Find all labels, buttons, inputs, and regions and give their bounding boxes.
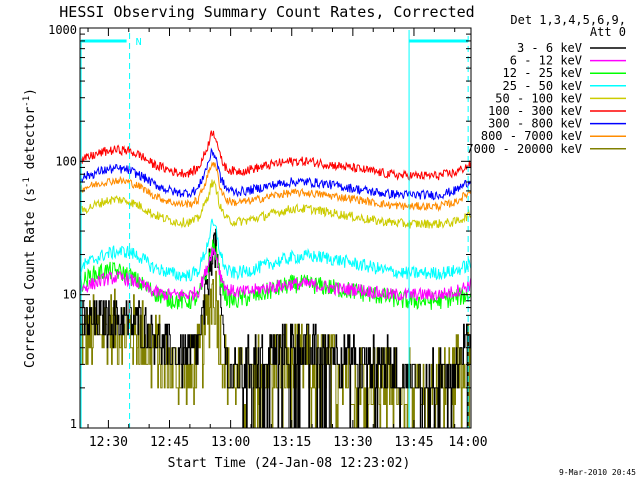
x-tick-label: 13:30 bbox=[333, 435, 372, 450]
y-axis-label: Corrected Count Rate (s-1 detector-1) bbox=[22, 88, 38, 368]
series-line-2 bbox=[79, 239, 472, 310]
legend-label: 7000 - 20000 keV bbox=[466, 142, 582, 156]
chart-title: HESSI Observing Summary Count Rates, Cor… bbox=[59, 3, 474, 21]
legend-header-attenuator: Att 0 bbox=[590, 25, 626, 39]
series-line-6 bbox=[79, 147, 472, 201]
night-marker: N bbox=[136, 37, 142, 48]
x-tick-label: 12:30 bbox=[89, 435, 128, 450]
series-line-1 bbox=[79, 246, 472, 302]
plot-frame bbox=[79, 27, 472, 429]
plot-area: N bbox=[79, 27, 472, 429]
x-axis-label: Start Time (24-Jan-08 12:23:02) bbox=[168, 456, 411, 471]
legend-label: 50 - 100 keV bbox=[495, 91, 582, 105]
attenuator-overlay: N bbox=[80, 30, 469, 428]
series-line-0 bbox=[80, 228, 471, 429]
legend-label: 25 - 50 keV bbox=[503, 79, 582, 93]
legend-header-detectors: Det 1,3,4,5,6,9, bbox=[510, 13, 626, 27]
legend-label: 800 - 7000 keV bbox=[481, 129, 582, 143]
series-line-5 bbox=[79, 130, 472, 182]
legend-label: 6 - 12 keV bbox=[510, 54, 582, 68]
x-tick-label: 14:00 bbox=[448, 435, 487, 450]
axes: 1000 100 10 1 12:30 12:45 13:00 13:15 13:30 13:45… bbox=[48, 23, 487, 450]
x-tick-label: 13:00 bbox=[211, 435, 250, 450]
series-line-3 bbox=[79, 218, 472, 282]
legend-label: 100 - 300 keV bbox=[488, 104, 582, 118]
series-line-7 bbox=[79, 161, 472, 213]
x-tick-label: 13:45 bbox=[394, 435, 433, 450]
y-tick-label: 1000 bbox=[48, 23, 77, 37]
x-tick-label: 13:15 bbox=[272, 435, 311, 450]
legend-label: 12 - 25 keV bbox=[503, 66, 582, 80]
y-tick-label: 100 bbox=[55, 154, 77, 168]
timestamp: 9-Mar-2010 20:45 bbox=[559, 468, 636, 477]
series-line-4 bbox=[79, 179, 472, 229]
y-tick-label: 1 bbox=[70, 417, 77, 431]
y-tick-label: 10 bbox=[63, 288, 77, 302]
x-tick-label: 12:45 bbox=[150, 435, 189, 450]
series-line-8 bbox=[80, 270, 472, 429]
legend-label: 300 - 800 keV bbox=[488, 117, 582, 131]
legend-label: 3 - 6 keV bbox=[517, 41, 582, 55]
